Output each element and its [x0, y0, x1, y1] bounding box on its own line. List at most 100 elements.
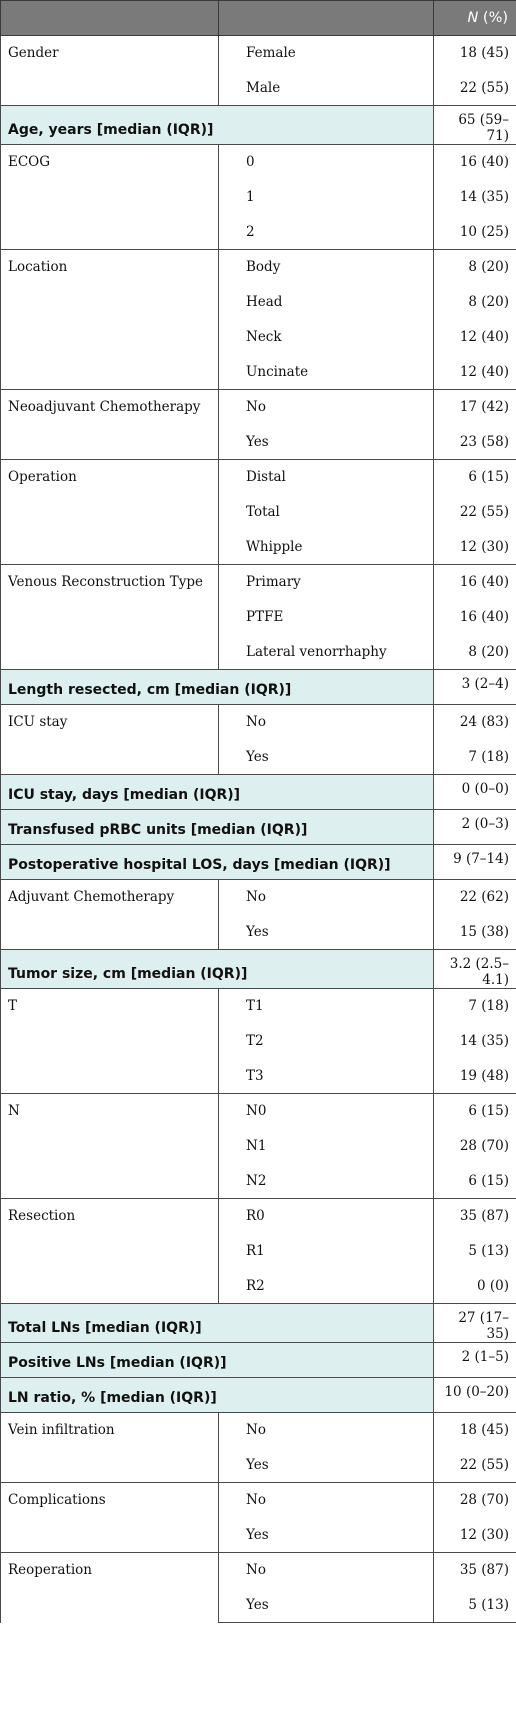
table-row: 1 14 (35) [1, 179, 516, 215]
header-n: N [467, 10, 479, 26]
category-label: Yes [218, 1517, 434, 1553]
count-percent-value: 16 (40) [433, 564, 516, 600]
category-label: R1 [218, 1233, 434, 1269]
median-row: Total LNs [median (IQR)] 27 (17–35) [0, 1303, 516, 1343]
category-label: Female [218, 35, 434, 71]
count-percent-value: 18 (45) [433, 1412, 516, 1448]
count-percent-value: 22 (55) [433, 1447, 516, 1483]
count-percent-value: 6 (15) [433, 1163, 516, 1199]
table-body: Gender Female 18 (45) Male 22 (55) Age, years… [0, 35, 516, 1623]
category-label: Body [218, 249, 434, 285]
median-value: 2 (1–5) [433, 1342, 516, 1378]
table-row: N2 6 (15) [1, 1163, 516, 1199]
variable-label: N [0, 1093, 219, 1199]
variable-label: Resection [0, 1198, 219, 1304]
table-row: Gender Female 18 (45) [0, 35, 516, 106]
count-percent-value: 17 (42) [433, 389, 516, 425]
count-percent-value: 5 (13) [433, 1233, 516, 1269]
count-percent-value: 16 (40) [433, 144, 516, 180]
table-header-row: N (%) [0, 0, 516, 36]
median-value: 27 (17–35) [433, 1303, 516, 1343]
category-label: N0 [218, 1093, 434, 1129]
variable-label: T [0, 988, 219, 1094]
table-row: Reoperation No 35 (87) [0, 1552, 516, 1623]
table-row: Yes 22 (55) [1, 1447, 516, 1483]
median-value: 65 (59–71) [433, 105, 516, 145]
count-percent-value: 8 (20) [433, 284, 516, 320]
median-row: LN ratio, % [median (IQR)] 10 (0–20) [0, 1377, 516, 1413]
median-value: 0 (0–0) [433, 774, 516, 810]
category-label: Yes [218, 1447, 434, 1483]
count-percent-value: 22 (62) [433, 879, 516, 915]
category-label: Neck [218, 319, 434, 355]
category-label: Yes [218, 914, 434, 950]
count-percent-value: 14 (35) [433, 1023, 516, 1059]
median-row: Transfused pRBC units [median (IQR)] 2 (0… [0, 809, 516, 845]
category-label: No [218, 1412, 434, 1448]
median-label: Postoperative hospital LOS, days [median… [0, 844, 434, 880]
table-row: T2 14 (35) [1, 1023, 516, 1059]
table-row: Yes 5 (13) [1, 1587, 516, 1623]
count-percent-value: 19 (48) [433, 1058, 516, 1094]
count-percent-value: 12 (40) [433, 319, 516, 355]
table-row: Vein infiltration No 18 (45) [0, 1412, 516, 1483]
count-percent-value: 35 (87) [433, 1198, 516, 1234]
count-percent-value: 22 (55) [433, 70, 516, 106]
category-label: R0 [218, 1198, 434, 1234]
category-label: Whipple [218, 529, 434, 565]
median-row: Postoperative hospital LOS, days [median… [0, 844, 516, 880]
category-label: 2 [218, 214, 434, 250]
category-label: R2 [218, 1268, 434, 1304]
table-row: Resection R0 35 (87) [0, 1198, 516, 1304]
category-label: Primary [218, 564, 434, 600]
category-label: No [218, 879, 434, 915]
median-label: Age, years [median (IQR)] [0, 105, 434, 145]
category-label: No [218, 704, 434, 740]
table-row: T3 19 (48) [1, 1058, 516, 1094]
table-row: Lateral venorrhaphy 8 (20) [1, 634, 516, 670]
category-label: Male [218, 70, 434, 106]
median-value: 3 (2–4) [433, 669, 516, 705]
category-label: No [218, 1552, 434, 1588]
table-row: Operation Distal 6 (15) [0, 459, 516, 565]
table-row: Neck 12 (40) [1, 319, 516, 355]
table-row: T T1 7 (18) [0, 988, 516, 1094]
median-label: Total LNs [median (IQR)] [0, 1303, 434, 1343]
table-row: Neoadjuvant Chemotherapy No 17 (42) [0, 389, 516, 460]
median-label: Length resected, cm [median (IQR)] [0, 669, 434, 705]
category-label: Yes [218, 739, 434, 775]
count-percent-value: 28 (70) [433, 1482, 516, 1518]
median-row: ICU stay, days [median (IQR)] 0 (0–0) [0, 774, 516, 810]
median-value: 10 (0–20) [433, 1377, 516, 1413]
category-label: No [218, 389, 434, 425]
count-percent-value: 10 (25) [433, 214, 516, 250]
count-percent-value: 6 (15) [433, 1093, 516, 1129]
table-row: N1 28 (70) [1, 1128, 516, 1164]
median-label: Positive LNs [median (IQR)] [0, 1342, 434, 1378]
table-row: Yes 12 (30) [1, 1517, 516, 1553]
category-label: No [218, 1482, 434, 1518]
variable-label: Adjuvant Chemotherapy [0, 879, 219, 950]
count-percent-value: 23 (58) [433, 424, 516, 460]
category-label: Head [218, 284, 434, 320]
category-label: 0 [218, 144, 434, 180]
median-label: ICU stay, days [median (IQR)] [0, 774, 434, 810]
median-label: LN ratio, % [median (IQR)] [0, 1377, 434, 1413]
count-percent-value: 8 (20) [433, 249, 516, 285]
count-percent-value: 35 (87) [433, 1552, 516, 1588]
table-row: Total 22 (55) [1, 494, 516, 530]
table-row: R2 0 (0) [1, 1268, 516, 1304]
count-percent-value: 15 (38) [433, 914, 516, 950]
variable-label: Location [0, 249, 219, 390]
category-label: N2 [218, 1163, 434, 1199]
table-row: Yes 23 (58) [1, 424, 516, 460]
variable-label: Neoadjuvant Chemotherapy [0, 389, 219, 460]
table-row: Male 22 (55) [1, 70, 516, 106]
table-row: Location Body 8 (20) [0, 249, 516, 390]
variable-label: Complications [0, 1482, 219, 1553]
category-label: Uncinate [218, 354, 434, 390]
median-row: Tumor size, cm [median (IQR)] 3.2 (2.5–4.… [0, 949, 516, 989]
variable-label: Vein infiltration [0, 1412, 219, 1483]
table-row: Yes 15 (38) [1, 914, 516, 950]
category-label: Yes [218, 424, 434, 460]
